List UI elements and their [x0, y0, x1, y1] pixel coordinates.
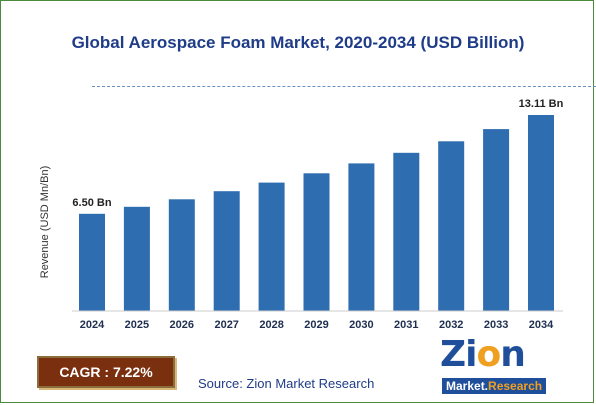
data-labels: 6.50 Bn 13.11 Bn — [72, 98, 563, 209]
x-tick-2030: 2030 — [349, 319, 373, 331]
x-tick-2025: 2025 — [125, 319, 149, 331]
data-label-2024: 6.50 Bn — [72, 197, 111, 209]
bar-2026 — [168, 199, 195, 311]
data-label-2034: 13.11 Bn — [519, 98, 564, 110]
y-axis-label: Revenue (USD Mn/Bn) — [39, 166, 51, 279]
x-tick-2032: 2032 — [439, 319, 463, 331]
cagr-badge: CAGR : 7.22% — [37, 356, 175, 388]
bar-2024 — [79, 213, 105, 311]
x-tick-2024: 2024 — [80, 319, 105, 331]
bar-2033 — [483, 129, 510, 311]
bar-2032 — [438, 141, 465, 311]
x-tick-2029: 2029 — [304, 319, 328, 331]
bar-2025 — [123, 206, 150, 311]
zion-logo: Zion Market.Research — [440, 334, 570, 396]
chart-title: Global Aerospace Foam Market, 2020-2034 … — [71, 33, 525, 52]
x-tick-2026: 2026 — [170, 319, 194, 331]
x-tick-2034: 2034 — [529, 319, 554, 331]
bar-2027 — [213, 191, 240, 311]
source-text: Source: Zion Market Research — [198, 376, 375, 391]
logo-wordmark: Zion — [440, 334, 526, 375]
x-tick-2028: 2028 — [259, 319, 283, 331]
bar-2028 — [258, 182, 285, 311]
logo-subtitle: Market.Research — [442, 378, 547, 394]
bar-2031 — [393, 152, 420, 311]
x-tick-2031: 2031 — [394, 319, 418, 331]
bar-2030 — [348, 163, 375, 311]
x-tick-2027: 2027 — [214, 319, 238, 331]
title-divider — [92, 86, 596, 87]
bars-layer — [79, 115, 554, 311]
x-tick-labels: 2024 2025 2026 2027 2028 2029 2030 2031 2032 2033… — [80, 319, 554, 331]
x-tick-2033: 2033 — [484, 319, 508, 331]
bar-2029 — [303, 173, 330, 311]
bar-2034 — [528, 115, 554, 311]
